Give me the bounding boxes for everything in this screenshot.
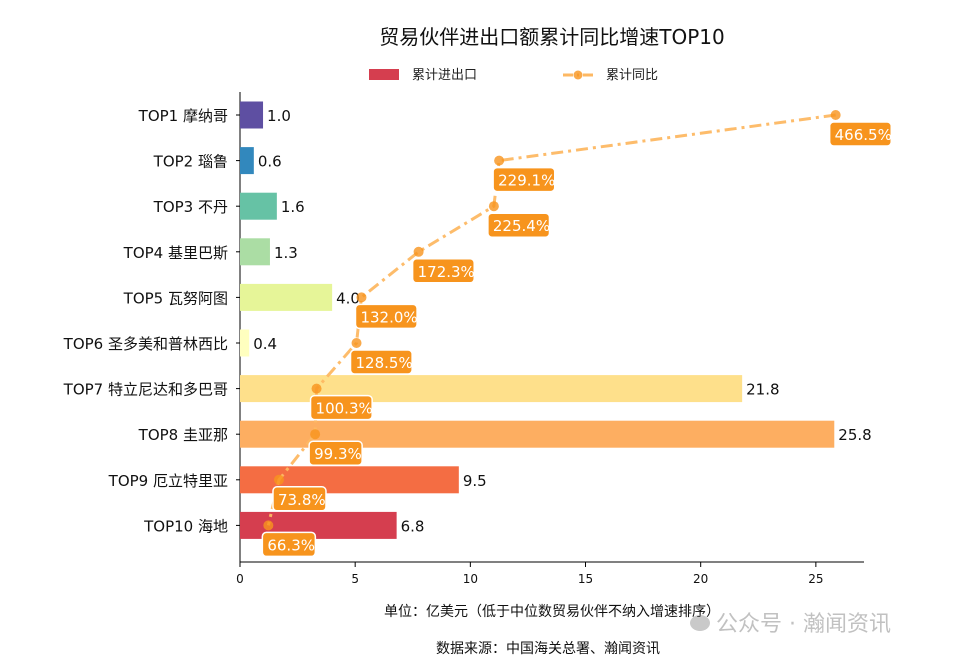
bar-label: 0.4 bbox=[253, 335, 277, 353]
bar bbox=[240, 147, 254, 175]
line-label-box bbox=[309, 394, 373, 421]
y-tick-label: TOP2 瑙鲁 bbox=[153, 153, 228, 171]
line-label-box bbox=[272, 486, 327, 512]
line-point bbox=[310, 429, 321, 440]
bar-label: 0.6 bbox=[258, 153, 282, 171]
y-tick-label: TOP10 海地 bbox=[143, 517, 228, 535]
line-point bbox=[830, 110, 841, 120]
bar-label: 25.8 bbox=[838, 426, 871, 444]
y-tick-label: TOP7 特立尼达和多巴哥 bbox=[63, 381, 228, 399]
line-point bbox=[311, 383, 322, 394]
legend: 累计进出口 累计同比 bbox=[369, 68, 658, 83]
bar bbox=[240, 192, 277, 220]
x-axis-label: 单位：亿美元（低于中位数贸易伙伴不纳入增速排序） bbox=[384, 604, 720, 620]
y-tick-label: TOP3 不丹 bbox=[153, 198, 228, 216]
bar-label: 1.6 bbox=[281, 198, 305, 216]
line-label-box bbox=[492, 166, 556, 193]
bar-label: 6.8 bbox=[401, 517, 425, 535]
bar bbox=[240, 283, 333, 311]
line-label-box bbox=[308, 440, 363, 466]
source-note: 数据来源：中国海关总署、瀚闻资讯 bbox=[436, 641, 660, 657]
legend-bar-swatch bbox=[369, 69, 399, 80]
bar bbox=[240, 101, 264, 129]
bar bbox=[240, 238, 270, 266]
line-label: 66.3% bbox=[267, 536, 315, 554]
chart-title: 贸易伙伴进出口额累计同比增速TOP10 bbox=[379, 25, 724, 49]
wechat-icon bbox=[690, 615, 710, 631]
line-label-box bbox=[261, 531, 317, 558]
line-label-box bbox=[354, 303, 418, 330]
line-label: 73.8% bbox=[278, 491, 326, 509]
legend-bar-label: 累计进出口 bbox=[412, 68, 477, 83]
line-label-box bbox=[411, 258, 475, 284]
y-tick-label: TOP8 圭亚那 bbox=[138, 426, 228, 444]
bar-label: 9.5 bbox=[463, 472, 487, 490]
bar-label: 1.0 bbox=[267, 107, 291, 125]
line-point bbox=[351, 338, 362, 348]
line-label-box bbox=[487, 212, 551, 238]
line-label-box bbox=[349, 349, 413, 375]
line-label-box bbox=[828, 121, 892, 147]
bar bbox=[240, 329, 250, 357]
y-tick-label: TOP6 圣多美和普林西比 bbox=[63, 335, 228, 353]
line-point bbox=[356, 292, 367, 303]
x-tick-label: 15 bbox=[578, 572, 593, 586]
x-tick-label: 5 bbox=[351, 572, 359, 586]
bar-label: 1.3 bbox=[274, 244, 298, 262]
line-label: 225.4% bbox=[493, 217, 550, 235]
line-point bbox=[494, 155, 505, 166]
line-label: 229.1% bbox=[498, 172, 555, 190]
x-tick-label: 0 bbox=[236, 572, 244, 586]
y-tick-label: TOP9 厄立特里亚 bbox=[108, 472, 228, 490]
line-label: 172.3% bbox=[418, 263, 475, 281]
line-point bbox=[263, 520, 274, 531]
y-tick-label: TOP1 摩纳哥 bbox=[138, 107, 228, 125]
line-label: 128.5% bbox=[356, 354, 413, 372]
line-label: 99.3% bbox=[314, 445, 362, 463]
x-tick-label: 20 bbox=[693, 572, 708, 586]
y-tick-label: TOP5 瓦努阿图 bbox=[123, 289, 228, 307]
y-tick-label: TOP4 基里巴斯 bbox=[123, 244, 228, 262]
line-point bbox=[488, 201, 499, 212]
legend-line-marker bbox=[573, 70, 583, 80]
bar-label: 21.8 bbox=[746, 381, 779, 399]
line-label: 466.5% bbox=[835, 126, 892, 144]
x-tick-label: 25 bbox=[808, 572, 823, 586]
line-label: 100.3% bbox=[316, 400, 373, 418]
watermark-text: 公众号 · 瀚闻资讯 bbox=[716, 612, 891, 637]
line-point bbox=[413, 246, 424, 257]
watermark: 公众号 · 瀚闻资讯 bbox=[690, 612, 891, 637]
legend-line-label: 累计同比 bbox=[606, 68, 658, 83]
line-point bbox=[273, 474, 284, 485]
x-tick-label: 10 bbox=[463, 572, 478, 586]
bar-label: 4.0 bbox=[336, 289, 360, 307]
line-label: 132.0% bbox=[360, 308, 417, 326]
